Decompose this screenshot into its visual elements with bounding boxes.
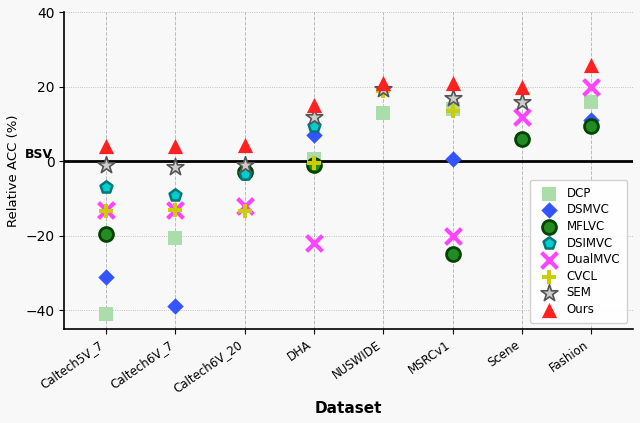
CVCL xyxy=(101,208,111,215)
Ours xyxy=(447,80,458,87)
DualMVC xyxy=(239,203,250,209)
CVCL xyxy=(239,208,250,215)
SEM xyxy=(239,162,250,168)
DSMVC xyxy=(101,273,111,280)
Ours xyxy=(586,61,596,68)
CVCL xyxy=(170,206,180,213)
DSMVC xyxy=(239,165,250,172)
MFLVC xyxy=(309,162,319,168)
DCP xyxy=(378,110,388,116)
DSIMVC xyxy=(239,171,250,178)
Text: BSV: BSV xyxy=(25,148,53,161)
MFLVC xyxy=(239,169,250,176)
DSMVC xyxy=(170,303,180,310)
Ours xyxy=(378,80,388,87)
SEM xyxy=(170,163,180,170)
DualMVC xyxy=(517,113,527,120)
Ours xyxy=(309,102,319,109)
Y-axis label: Relative ACC (%): Relative ACC (%) xyxy=(7,114,20,227)
MFLVC xyxy=(447,251,458,258)
DualMVC xyxy=(586,83,596,90)
Ours xyxy=(239,141,250,148)
DualMVC xyxy=(170,206,180,213)
CVCL xyxy=(309,160,319,167)
DSIMVC xyxy=(170,191,180,198)
DCP xyxy=(101,310,111,317)
Ours xyxy=(517,83,527,90)
DSMVC xyxy=(309,132,319,139)
Ours xyxy=(101,143,111,150)
DSIMVC xyxy=(309,123,319,129)
MFLVC xyxy=(586,123,596,129)
DSMVC xyxy=(586,117,596,124)
SEM xyxy=(378,85,388,92)
CVCL xyxy=(447,107,458,114)
Ours xyxy=(170,143,180,150)
DualMVC xyxy=(447,232,458,239)
X-axis label: Dataset: Dataset xyxy=(315,401,383,416)
SEM xyxy=(447,95,458,102)
CVCL xyxy=(378,87,388,94)
SEM xyxy=(517,98,527,105)
SEM xyxy=(309,113,319,120)
SEM xyxy=(101,162,111,168)
DualMVC xyxy=(101,206,111,213)
DCP xyxy=(309,156,319,163)
DSMVC xyxy=(447,156,458,163)
DCP xyxy=(447,106,458,113)
MFLVC xyxy=(101,231,111,237)
Legend: DCP, DSMVC, MFLVC, DSIMVC, DualMVC, CVCL, SEM, Ours: DCP, DSMVC, MFLVC, DSIMVC, DualMVC, CVCL… xyxy=(530,180,627,323)
DCP xyxy=(586,98,596,105)
MFLVC xyxy=(517,135,527,142)
DSIMVC xyxy=(101,184,111,191)
DCP xyxy=(170,234,180,241)
DualMVC xyxy=(309,240,319,247)
